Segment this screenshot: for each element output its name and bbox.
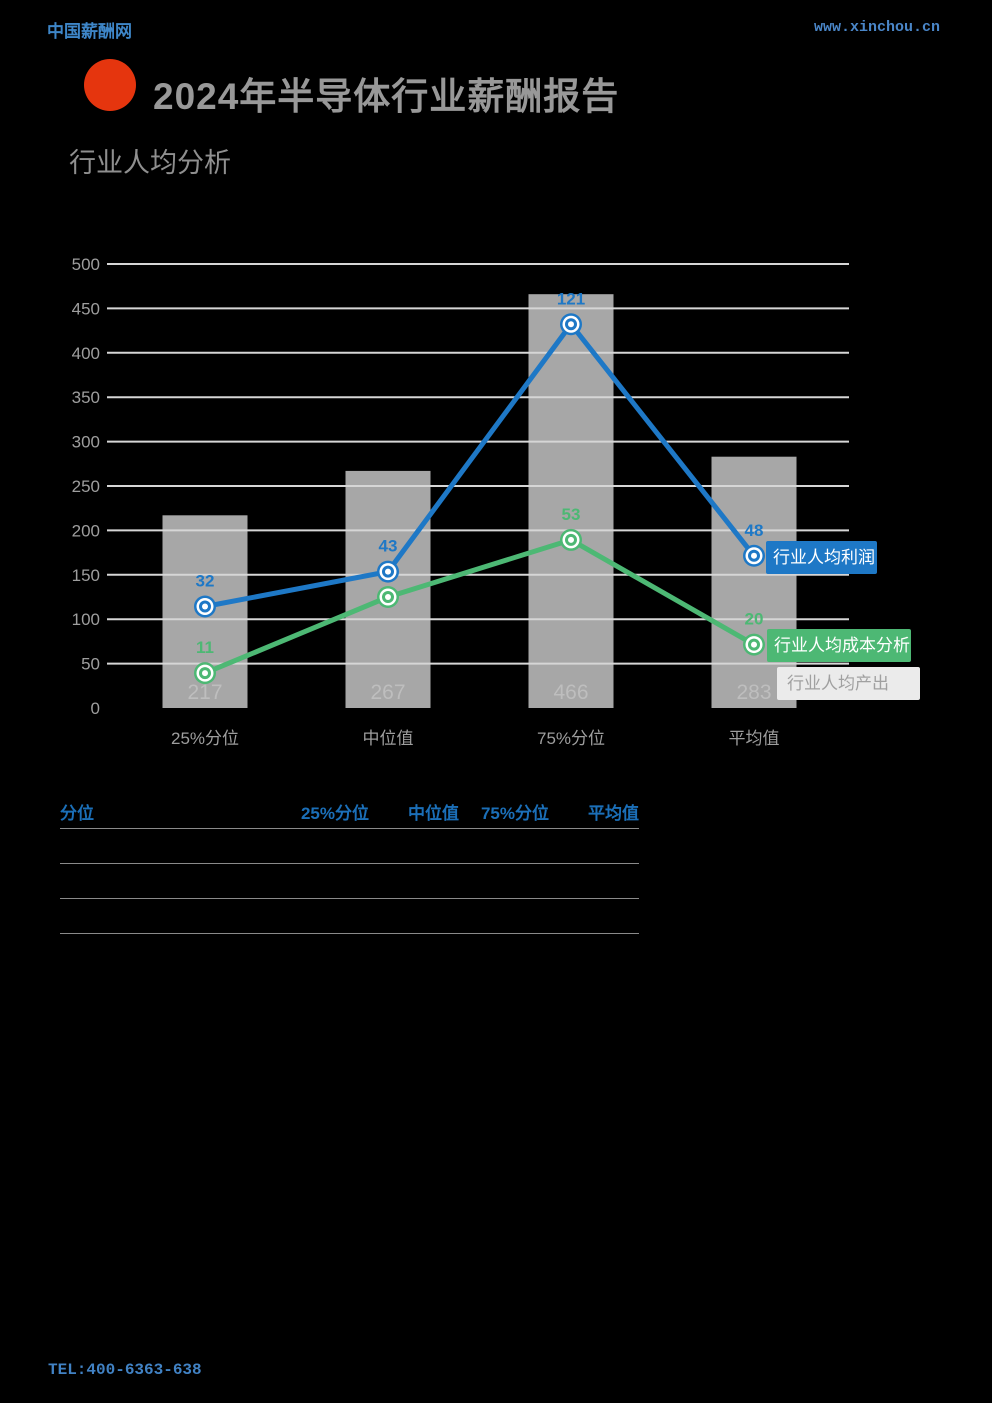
cost-point-label: 53	[562, 505, 581, 524]
output-bar[interactable]	[528, 294, 614, 708]
profit-marker-core	[202, 603, 208, 610]
data-table: 分位 25%分位 中位值 75%分位 平均值	[60, 796, 639, 934]
y-axis-tick-label: 50	[81, 655, 100, 674]
y-axis-tick-label: 250	[72, 477, 100, 496]
cost-point-label: 20	[745, 610, 764, 629]
profit-line	[202, 321, 757, 610]
cost-marker-core	[385, 594, 391, 600]
profit-marker-core	[751, 552, 757, 559]
cost-marker-core	[202, 670, 208, 677]
x-axis-category-label: 中位值	[363, 729, 414, 748]
table-row	[60, 864, 639, 899]
page-subtitle: 行业人均分析	[69, 148, 231, 178]
profit-point-label: 121	[557, 289, 585, 308]
profit-marker-core	[568, 321, 574, 328]
x-axis-category-label: 75%分位	[537, 729, 605, 748]
profit-point-label: 43	[379, 537, 398, 556]
legend-cost[interactable]: 行业人均成本分析	[767, 629, 911, 662]
logo-red-dot-icon	[84, 59, 136, 111]
x-axis-category-label: 25%分位	[171, 729, 239, 748]
bar-value-label: 283	[736, 681, 771, 704]
y-axis-tick-label: 350	[72, 388, 100, 407]
site-url-link[interactable]: www.xinchou.cn	[813, 19, 940, 36]
table-header-cell: 25%分位	[300, 804, 369, 823]
cost-line	[202, 537, 757, 676]
cost-marker-core	[751, 641, 757, 648]
cost-marker-core	[568, 536, 574, 543]
salary-combo-chart: 217 267 466 283 0 50 100 150 200 250 300 350 400 450 5…	[72, 255, 849, 748]
profit-point-label: 32	[196, 572, 215, 591]
y-axis-tick-label: 500	[72, 255, 100, 274]
y-axis-tick-label: 0	[91, 699, 100, 718]
y-axis-tick-label: 450	[72, 299, 100, 318]
y-axis-tick-label: 100	[72, 610, 100, 629]
profit-marker-core	[385, 568, 391, 575]
y-axis-tick-label: 300	[72, 433, 100, 452]
table-row	[60, 899, 639, 934]
bar-value-label: 217	[187, 681, 222, 704]
profit-point-label: 48	[745, 521, 764, 540]
table-header-cell: 中位值	[408, 804, 459, 823]
table-header-cell: 75%分位	[480, 804, 549, 823]
y-axis-tick-label: 150	[72, 566, 100, 585]
legend-output[interactable]: 行业人均产出	[777, 667, 920, 700]
table-header-row: 分位 25%分位 中位值 75%分位 平均值	[60, 796, 639, 829]
y-axis-tick-label: 400	[72, 344, 100, 363]
cost-point-label: 11	[196, 638, 214, 657]
legend-profit[interactable]: 行业人均利润	[766, 541, 877, 574]
table-row	[60, 829, 639, 864]
x-axis-category-label: 平均值	[729, 729, 780, 748]
footer-tel-link[interactable]: TEL:400-6363-638	[48, 1361, 202, 1379]
table-header-cell: 分位	[60, 804, 94, 823]
bar-value-label: 466	[553, 681, 588, 704]
page-title: 2024年半导体行业薪酬报告	[153, 76, 620, 117]
y-axis-tick-label: 200	[72, 521, 100, 540]
bar-value-label: 267	[370, 681, 405, 704]
site-name-link[interactable]: 中国薪酬网	[47, 22, 132, 42]
output-bar[interactable]	[711, 456, 797, 708]
table-header-cell: 平均值	[588, 804, 639, 823]
